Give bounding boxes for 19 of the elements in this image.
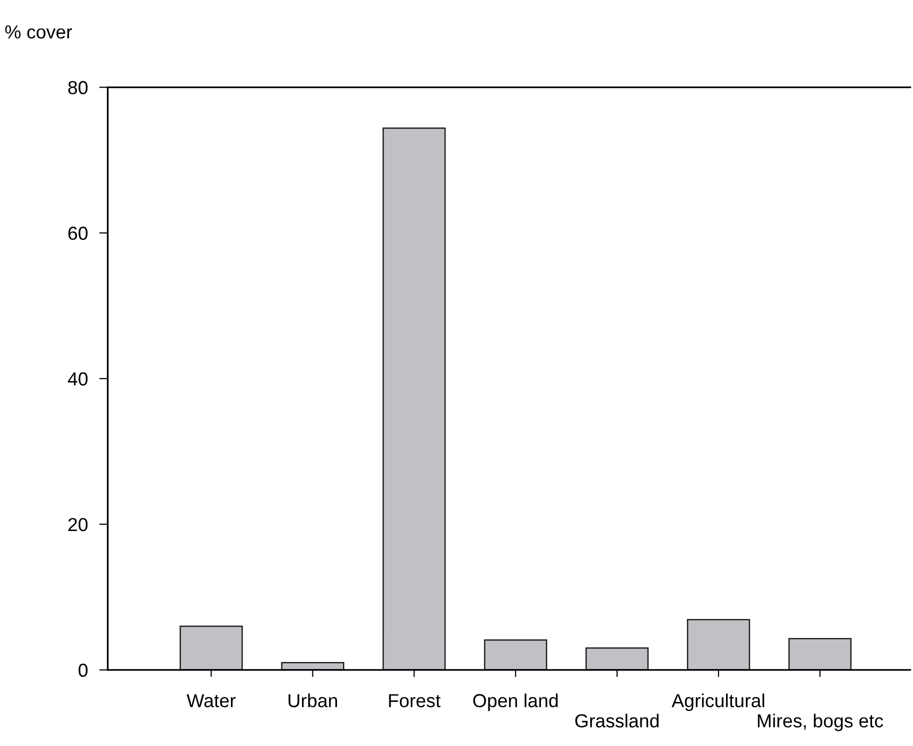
bar [180,626,243,670]
y-tick-label: 0 [78,664,88,677]
bar [788,638,852,670]
bar [382,127,446,670]
y-tick-label: 80 [68,80,88,94]
y-tick-label: 60 [68,226,88,240]
y-axis-title: % cover [5,25,72,39]
x-tick-label: Agricultural [672,694,764,711]
y-tick-label: 40 [68,372,88,386]
x-tick-label: Open land [473,694,558,711]
x-tick-label: Water [186,694,236,708]
y-tick-label: 20 [68,518,88,532]
x-tick-label: Mires, bogs etc [758,714,884,732]
bar [585,647,649,670]
bar [686,619,750,670]
x-tick-label: Forest [389,694,441,708]
bar [484,639,548,670]
x-tick-label: Urban [288,694,337,708]
x-tick-label: Grassland [575,714,659,728]
